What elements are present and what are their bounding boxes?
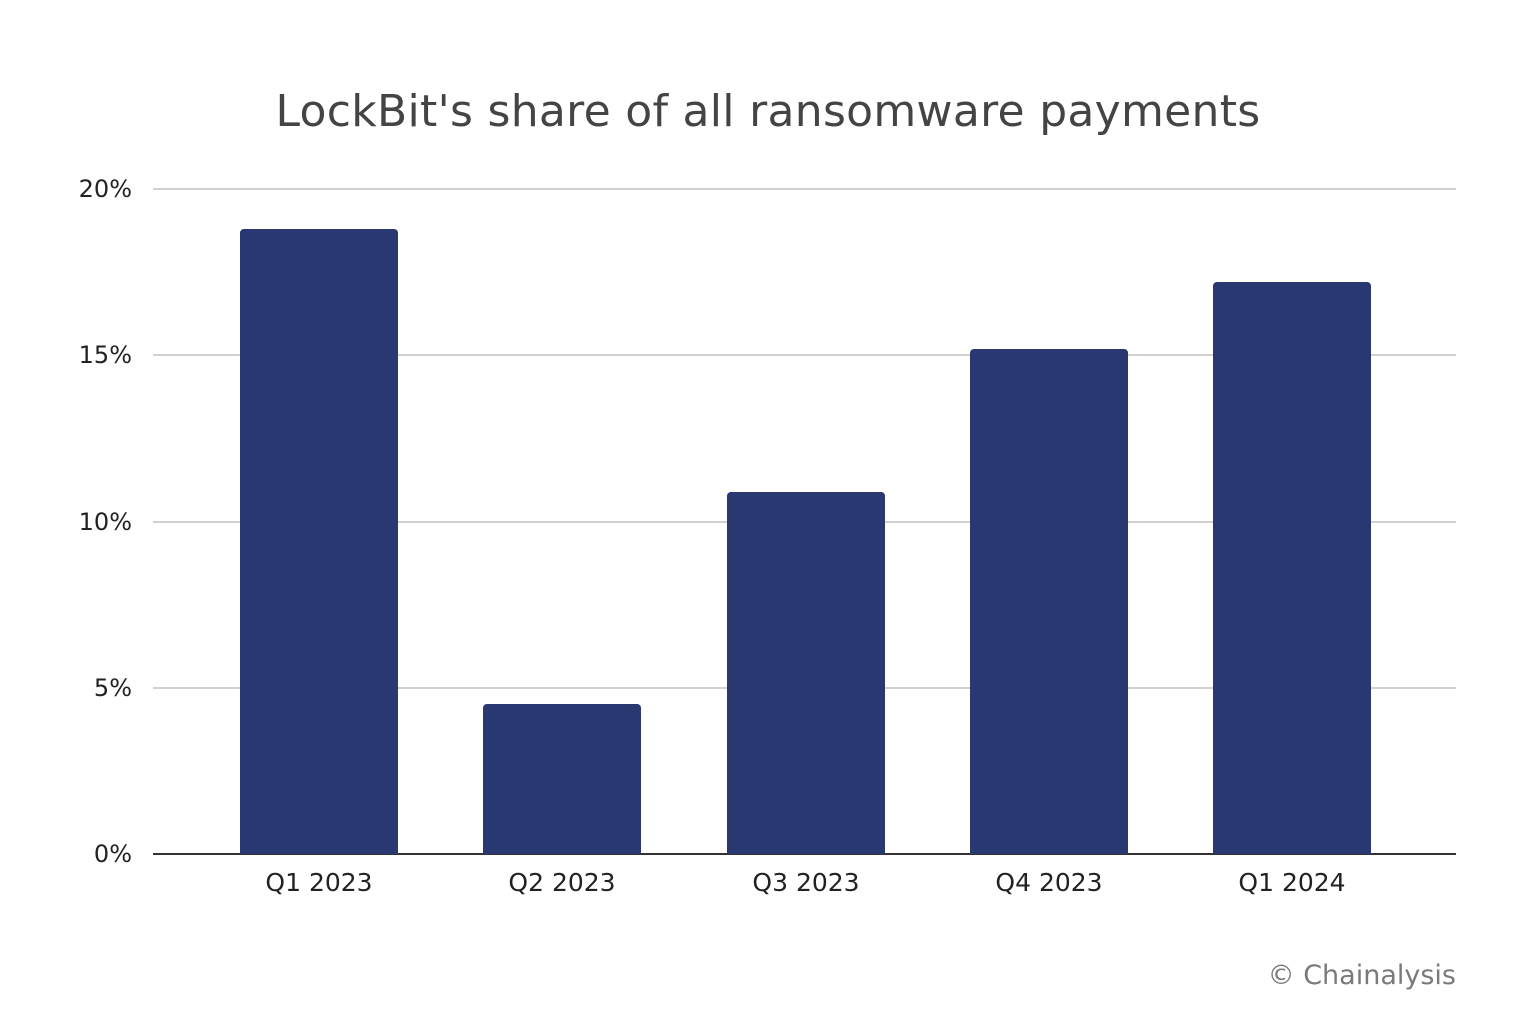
bar bbox=[483, 704, 641, 854]
bar bbox=[1213, 282, 1371, 854]
bar bbox=[240, 228, 398, 854]
bar bbox=[970, 348, 1128, 854]
x-tick-label: Q1 2023 bbox=[265, 868, 373, 897]
x-tick-label: Q3 2023 bbox=[752, 868, 860, 897]
x-tick-label: Q2 2023 bbox=[508, 868, 616, 897]
gridline bbox=[153, 354, 1456, 357]
x-tick-label: Q4 2023 bbox=[995, 868, 1103, 897]
chart-title: LockBit's share of all ransomware paymen… bbox=[275, 86, 1261, 137]
plot-area bbox=[153, 188, 1456, 855]
y-tick-label: 20% bbox=[78, 175, 132, 203]
copyright-credit: © Chainalysis bbox=[1267, 960, 1456, 991]
x-tick-label: Q1 2024 bbox=[1238, 868, 1346, 897]
bar bbox=[727, 491, 885, 854]
gridline bbox=[153, 188, 1456, 190]
y-tick-label: 5% bbox=[93, 673, 132, 702]
y-tick-label: 15% bbox=[78, 341, 132, 370]
y-tick-label: 0% bbox=[93, 840, 132, 868]
y-tick-label: 10% bbox=[78, 507, 132, 536]
x-axis-line bbox=[153, 853, 1456, 855]
